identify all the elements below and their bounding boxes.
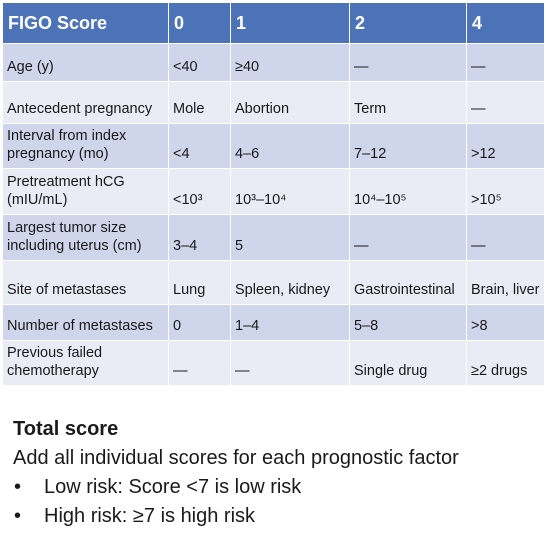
row-label: Site of metastases [2,260,169,305]
table-cell: 5–8 [349,304,467,341]
table-row: Site of metastases Lung Spleen, kidney G… [2,260,545,305]
header-score-0: 0 [168,2,231,44]
table-cell: 0 [168,304,231,341]
row-label: Largest tumor size including uterus (cm) [2,214,169,261]
table-cell: Gastrointestinal [349,260,467,305]
table-cell: >8 [466,304,545,341]
total-score-notes: Total score Add all individual scores fo… [13,415,543,531]
list-item-low-risk: • Low risk: Score <7 is low risk [13,473,543,502]
table-cell: ≥2 drugs [466,340,545,386]
figo-score-table: FIGO Score 0 1 2 4 Age (y) <40 ≥40 — — A… [2,2,545,386]
table-cell: <40 [168,43,231,82]
table-row: Age (y) <40 ≥40 — — [2,43,545,82]
bullet-icon: • [14,476,22,498]
row-label: Interval from index pregnancy (mo) [2,123,169,169]
table-header-row: FIGO Score 0 1 2 4 [2,2,545,44]
table-cell: >10⁵ [466,168,545,215]
table-cell: — [168,340,231,386]
table-cell: <10³ [168,168,231,215]
bullet-icon: • [14,505,22,527]
table-row: Antecedent pregnancy Mole Abortion Term … [2,81,545,124]
total-score-title: Total score [13,418,119,440]
table-cell: 1–4 [230,304,350,341]
table-cell: — [349,214,467,261]
table-cell: ≥40 [230,43,350,82]
table-cell: Mole [168,81,231,124]
row-label: Pretreatment hCG (mIU/mL) [2,168,169,215]
table-cell: Abortion [230,81,350,124]
header-figo-score: FIGO Score [2,2,169,44]
row-label: Previous failed chemotherapy [2,340,169,386]
total-score-subtitle: Add all individual scores for each progn… [13,447,459,469]
table-cell: — [349,43,467,82]
table-row: Interval from index pregnancy (mo) <4 4–… [2,123,545,169]
table-cell: 7–12 [349,123,467,169]
table-cell: — [230,340,350,386]
table-cell: 10⁴–10⁵ [349,168,467,215]
table-cell: Brain, liver [466,260,545,305]
low-risk-text: Low risk: Score <7 is low risk [44,476,302,498]
table-cell: Term [349,81,467,124]
risk-list: • Low risk: Score <7 is low risk • High … [13,473,543,531]
table-cell: Spleen, kidney [230,260,350,305]
table-cell: Single drug [349,340,467,386]
row-label: Number of metastases [2,304,169,341]
table-cell: 5 [230,214,350,261]
table-row: Pretreatment hCG (mIU/mL) <10³ 10³–10⁴ 1… [2,168,545,215]
table-cell: <4 [168,123,231,169]
high-risk-text: High risk: ≥7 is high risk [44,505,256,527]
table-row: Previous failed chemotherapy — — Single … [2,340,545,386]
header-score-2: 2 [349,2,467,44]
header-score-4: 4 [466,2,545,44]
table-cell: — [466,214,545,261]
header-score-1: 1 [230,2,350,44]
table-cell: >12 [466,123,545,169]
table-cell: — [466,43,545,82]
row-label: Age (y) [2,43,169,82]
table-row: Largest tumor size including uterus (cm)… [2,214,545,261]
table-cell: — [466,81,545,124]
row-label: Antecedent pregnancy [2,81,169,124]
table-cell: 3–4 [168,214,231,261]
table-cell: 4–6 [230,123,350,169]
table-row: Number of metastases 0 1–4 5–8 >8 [2,304,545,341]
table-cell: 10³–10⁴ [230,168,350,215]
list-item-high-risk: • High risk: ≥7 is high risk [13,502,543,531]
table-cell: Lung [168,260,231,305]
